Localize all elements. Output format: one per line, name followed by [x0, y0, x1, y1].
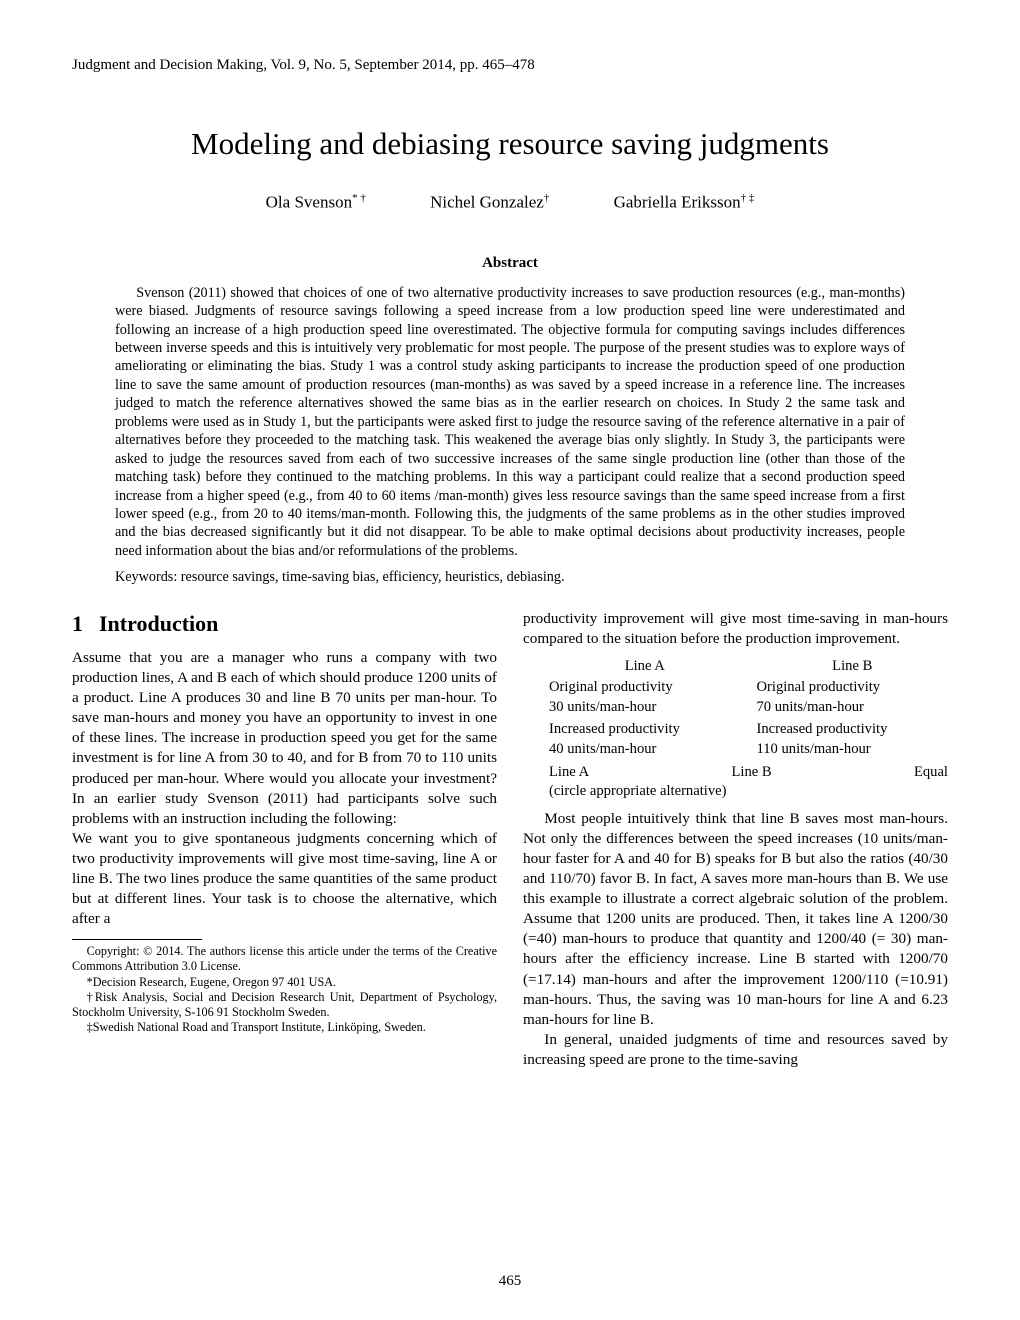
- running-head: Judgment and Decision Making, Vol. 9, No…: [72, 56, 948, 76]
- footnote-3: ‡Swedish National Road and Transport Ins…: [72, 1020, 497, 1035]
- right-para-3: In general, unaided judgments of time an…: [523, 1030, 948, 1070]
- author-3-name: Gabriella Eriksson: [614, 192, 741, 211]
- abstract-text: Svenson (2011) showed that choices of on…: [115, 284, 905, 561]
- section-title: Introduction: [99, 611, 218, 636]
- example-r3c2: Increased productivity: [756, 720, 948, 739]
- choice-note: (circle appropriate alternative): [549, 782, 948, 801]
- author-2-marks: †: [544, 192, 550, 204]
- author-1-name: Ola Svenson: [266, 192, 352, 211]
- example-r1c1: Original productivity: [549, 678, 741, 697]
- example-r2c2: 70 units/man-hour: [756, 698, 948, 717]
- example-r4c1: 40 units/man-hour: [549, 740, 741, 759]
- keywords-line: Keywords: resource savings, time-saving …: [115, 568, 905, 587]
- author-3-marks: † ‡: [741, 192, 755, 204]
- instruction-quote: We want you to give spontaneous judgment…: [72, 829, 497, 929]
- example-r1c2: Original productivity: [756, 678, 948, 697]
- body-columns: 1 Introduction Assume that you are a mana…: [72, 609, 948, 1070]
- author-2-name: Nichel Gonzalez: [430, 192, 544, 211]
- author-3: Gabriella Eriksson† ‡: [614, 191, 755, 214]
- choice-b: Line B: [731, 763, 771, 782]
- authors-line: Ola Svenson* † Nichel Gonzalez† Gabriell…: [72, 191, 948, 214]
- right-para-2: Most people intuitively think that line …: [523, 809, 948, 1030]
- section-heading: 1 Introduction: [72, 609, 497, 638]
- author-1: Ola Svenson* †: [266, 191, 366, 214]
- intro-para-1: Assume that you are a manager who runs a…: [72, 648, 497, 829]
- page-number: 465: [0, 1272, 1020, 1292]
- paper-title: Modeling and debiasing resource saving j…: [72, 124, 948, 165]
- example-r3c1: Increased productivity: [549, 720, 741, 739]
- instruction-quote-cont: productivity improvement will give most …: [523, 609, 948, 649]
- choice-a: Line A: [549, 763, 589, 782]
- example-table: Line A Line B Original productivity Orig…: [549, 657, 948, 801]
- footnote-2: †Risk Analysis, Social and Decision Rese…: [72, 990, 497, 1021]
- author-2: Nichel Gonzalez†: [430, 191, 549, 214]
- section-number: 1: [72, 611, 83, 636]
- example-header-b: Line B: [756, 657, 948, 676]
- example-header-a: Line A: [549, 657, 741, 676]
- abstract-label: Abstract: [72, 254, 948, 274]
- example-r4c2: 110 units/man-hour: [756, 740, 948, 759]
- abstract-block: Svenson (2011) showed that choices of on…: [115, 284, 905, 561]
- author-1-marks: * †: [352, 192, 366, 204]
- choice-equal: Equal: [914, 763, 948, 782]
- footnotes-block: Copyright: © 2014. The authors license t…: [72, 944, 497, 1036]
- footnote-copyright: Copyright: © 2014. The authors license t…: [72, 944, 497, 975]
- footnote-1: *Decision Research, Eugene, Oregon 97 40…: [72, 975, 497, 990]
- example-r2c1: 30 units/man-hour: [549, 698, 741, 717]
- footnote-rule: [72, 939, 202, 940]
